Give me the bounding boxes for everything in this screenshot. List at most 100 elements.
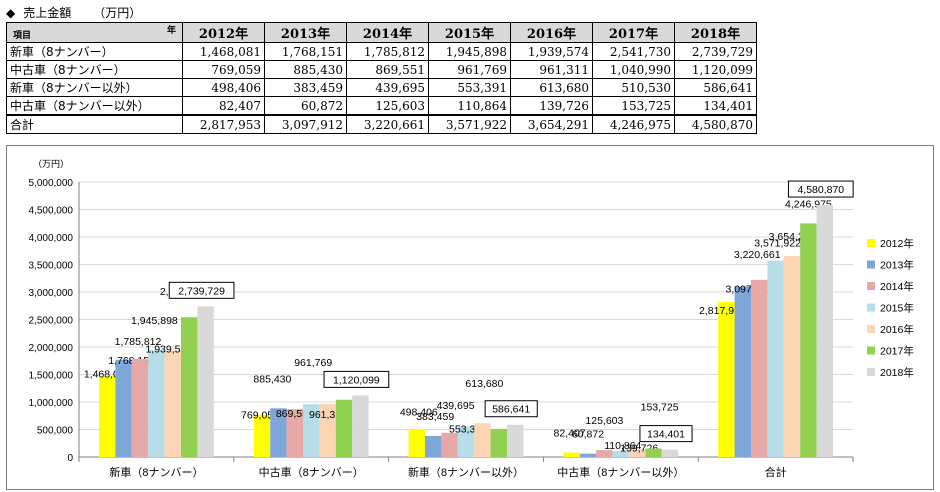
legend-swatch [867,325,875,333]
table-cell: 4,580,870 [674,114,757,134]
data-label-box [323,370,390,388]
legend-swatch [867,260,875,269]
sales-table: 項目 年 2012年 2013年 2014年 2015年 2016年 2017年… [6,22,757,134]
title-label: 売上金額 [23,6,72,20]
x-tick-label: 新車（8ナンバー以外） [408,465,524,479]
table-cell: 586,641 [674,78,757,97]
data-label: 3,571,922 [754,238,801,250]
data-label: 110,864 [604,440,641,452]
data-label: 4,580,870 [797,184,844,196]
bar [148,349,165,457]
data-label: 125,603 [585,415,623,427]
table-cell: 553,391 [428,78,511,97]
corner-year-label: 年 [166,26,176,36]
bar [629,449,646,457]
table-cell: 3,654,291 [510,114,593,134]
bar [596,450,613,457]
section-title: ◆ 売上金額 （万円） [6,4,141,21]
table-cell: 869,551 [346,60,429,79]
table-cell: 125,603 [346,96,429,116]
legend-label: 2015年 [880,302,914,315]
table-row: 新車（8ナンバー） 1,468,081 1,768,151 1,785,812 … [6,42,757,61]
y-tick-label: 3,500,000 [29,261,74,272]
year-header: 2014年 [346,22,429,43]
table-cell: 60,872 [264,96,347,116]
table-header-row: 項目 年 2012年 2013年 2014年 2015年 2016年 2017年… [6,22,757,43]
table-cell: 110,864 [428,96,511,116]
table-cell: 498,406 [182,78,265,97]
legend-swatch [867,239,875,247]
bar [457,426,475,457]
bar [253,414,271,457]
legend-swatch [867,303,875,312]
bar [408,429,425,457]
table-cell: 2,739,729 [674,42,757,61]
bar [563,452,580,457]
data-label: 2,817,953 [699,305,746,317]
data-label-box [168,281,235,299]
data-label: 1,939,574 [145,343,192,355]
data-label: 961,769 [294,357,332,369]
bar [197,306,214,457]
year-header: 2018年 [674,22,757,43]
y-tick-label: 500,000 [37,426,74,437]
table-row: 中古車（8ナンバー） 769,059 885,430 869,551 961,7… [6,60,757,79]
bar [751,279,768,457]
data-label: 613,680 [465,378,503,390]
year-header: 2013年 [264,22,347,43]
table-cell: 2,817,953 [182,114,265,134]
bar [319,404,336,457]
table-cell: 1,468,081 [182,42,265,61]
sales-bar-chart: 0 500,000 1,000,000 1,500,000 2,000,000 2,500… [29,159,914,479]
y-tick-label: 4,500,000 [29,206,74,217]
y-tick-label: 2,500,000 [29,316,74,327]
table-cell: 885,430 [264,60,347,79]
year-header: 2017年 [592,22,675,43]
bar [352,395,369,457]
table-cell: 3,097,912 [264,114,347,134]
bar [507,424,524,457]
data-label: 885,430 [253,373,291,385]
bar [816,205,833,457]
table-cell: 134,401 [674,96,757,116]
corner-item-label: 項目 [13,31,32,41]
y-tick-label: 5,000,000 [29,178,74,189]
legend-label: 2014年 [880,280,914,293]
table-row: 中古車（8ナンバー以外） 82,407 60,872 125,603 110,8… [6,96,757,116]
y-tick-label: 2,000,000 [29,343,74,354]
legend-swatch [867,346,875,355]
bar [270,408,287,457]
bar [474,423,491,457]
table-cell: 1,939,574 [510,42,593,61]
y-tick-label: 0 [67,453,73,464]
table-cell: 769,059 [182,60,265,79]
table-cell: 139,726 [510,96,593,116]
table-cell: 3,571,922 [428,114,511,134]
table-cell: 1,785,812 [346,42,429,61]
bar [612,450,629,457]
bar [661,449,679,457]
year-header: 2015年 [428,22,511,43]
table-cell: 613,680 [510,78,593,97]
data-label: 153,725 [641,402,679,414]
y-tick-label: 4,000,000 [29,233,74,244]
y-tick-label: 3,000,000 [29,288,74,299]
data-label-box [484,400,538,418]
bar [425,435,442,457]
table-cell: 4,246,975 [592,114,675,134]
bar [441,432,458,457]
data-label: 383,459 [416,411,454,423]
bar [286,409,303,457]
bar [303,404,320,457]
data-label: 1,120,099 [333,374,380,386]
legend-swatch [867,282,875,290]
y-tick-label: 1,500,000 [29,371,74,382]
bar [115,359,132,457]
bar [718,302,735,457]
diamond-icon: ◆ [6,6,16,20]
table-cell: 1,040,990 [592,60,675,79]
row-label: 新車（8ナンバー） [6,42,183,61]
legend-label: 2012年 [880,237,914,250]
bar [99,376,116,457]
x-tick-label: 合計 [765,465,787,479]
